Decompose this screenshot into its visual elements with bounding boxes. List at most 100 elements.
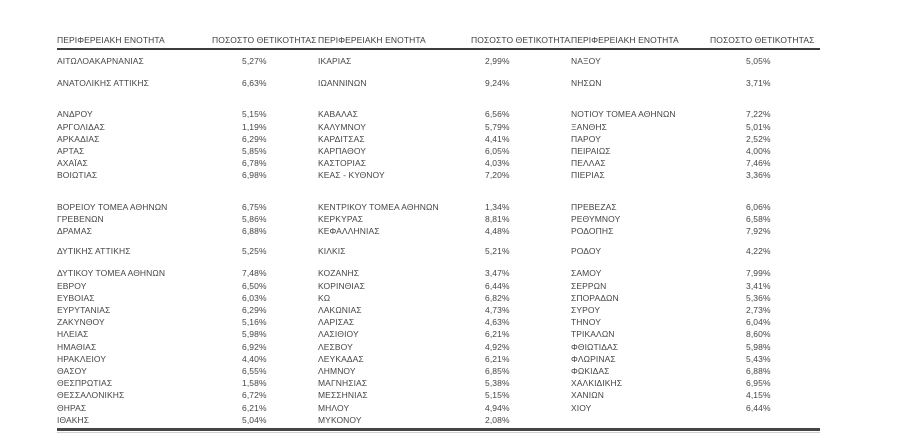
region-name-cell: ΚΕΦΑΛΛΗΝΙΑΣ	[318, 226, 380, 237]
positivity-value-cell: 5,43%	[746, 353, 771, 364]
region-name-cell: ΚΟΡΙΝΘΙΑΣ	[318, 280, 365, 291]
positivity-value-cell: 7,46%	[746, 158, 771, 169]
table-row: ΙΘΑΚΗΣ 5,04% ΜΥΚΟΝΟΥ 2,08%	[57, 414, 820, 426]
positivity-value-cell: 5,79%	[485, 121, 510, 132]
region-name-cell: ΑΝΑΤΟΛΙΚΗΣ ΑΤΤΙΚΗΣ	[57, 78, 149, 89]
positivity-value-cell: 6,92%	[242, 341, 267, 352]
positivity-value-cell: 6,03%	[242, 292, 267, 303]
positivity-value-cell: 4,92%	[485, 341, 510, 352]
positivity-value-cell: 5,98%	[242, 329, 267, 340]
region-name-cell: ΔΥΤΙΚΗΣ ΑΤΤΙΚΗΣ	[57, 246, 131, 257]
region-name-cell: ΤΡΙΚΑΛΩΝ	[571, 329, 615, 340]
region-name-cell: ΜΑΓΝΗΣΙΑΣ	[318, 378, 368, 389]
table-row: ΕΥΒΟΙΑΣ 6,03% ΚΩ 6,82% ΣΠΟΡΑΔΩΝ 5,36%	[57, 292, 820, 304]
table-row: ΔΥΤΙΚΟΥ ΤΟΜΕΑ ΑΘΗΝΩΝ 7,48% ΚΟΖΑΝΗΣ 3,47% ΣΑΜ…	[57, 267, 820, 279]
positivity-value-cell: 6,05%	[485, 146, 510, 157]
region-name-cell: ΓΡΕΒΕΝΩΝ	[57, 213, 104, 224]
positivity-value-cell: 4,00%	[746, 146, 771, 157]
positivity-value-cell: 7,22%	[746, 109, 771, 120]
positivity-value-cell: 4,41%	[485, 133, 510, 144]
table-row: ΕΥΡΥΤΑΝΙΑΣ 6,29% ΛΑΚΩΝΙΑΣ 4,73% ΣΥΡΟΥ 2,73%	[57, 304, 820, 316]
table-header-row: ΠΕΡΙΦΕΡΕΙΑΚΗ ΕΝΟΤΗΤΑ ΠΟΣΟΣΤΟ ΘΕΤΙΚΟΤΗΤΑΣ…	[57, 30, 820, 50]
positivity-value-cell: 6,88%	[242, 226, 267, 237]
region-name-cell: ΡΟΔΟΥ	[571, 246, 602, 257]
region-name-cell: ΣΠΟΡΑΔΩΝ	[571, 292, 619, 303]
region-name-cell: ΘΑΣΟΥ	[57, 366, 87, 377]
spacer-row	[57, 67, 820, 77]
region-name-cell: ΛΗΜΝΟΥ	[318, 366, 356, 377]
table-row: ΒΟΙΩΤΙΑΣ 6,98% ΚΕΑΣ - ΚΥΘΝΟΥ 7,20% ΠΙΕΡΙΑΣ 3,…	[57, 169, 820, 181]
positivity-column-header: ΠΟΣΟΣΤΟ ΘΕΤΙΚΟΤΗΤΑΣ	[471, 30, 571, 50]
spacer-row	[57, 89, 820, 108]
positivity-value-cell: 6,85%	[485, 366, 510, 377]
region-name-cell: ΕΥΒΟΙΑΣ	[57, 292, 95, 303]
region-name-cell: ΒΟΡΕΙΟΥ ΤΟΜΕΑ ΑΘΗΝΩΝ	[57, 201, 168, 212]
region-name-cell	[571, 414, 710, 426]
positivity-value-cell: 5,16%	[242, 317, 267, 328]
positivity-value-cell: 6,44%	[746, 402, 771, 413]
positivity-value-cell: 6,72%	[242, 390, 267, 401]
positivity-value-cell: 5,21%	[485, 246, 510, 257]
region-name-cell: ΛΑΚΩΝΙΑΣ	[318, 305, 362, 316]
positivity-column-header: ΠΟΣΟΣΤΟ ΘΕΤΙΚΟΤΗΤΑΣ	[212, 30, 318, 50]
positivity-value-cell: 6,04%	[746, 317, 771, 328]
spacer-row	[57, 182, 820, 201]
region-name-cell: ΛΑΡΙΣΑΣ	[318, 317, 355, 328]
region-name-cell: ΚΑΡΔΙΤΣΑΣ	[318, 133, 365, 144]
region-name-cell: ΕΒΡΟΥ	[57, 280, 87, 291]
positivity-value-cell: 9,24%	[485, 78, 510, 89]
region-name-cell: ΚΑΒΑΛΑΣ	[318, 109, 358, 120]
region-name-cell: ΙΘΑΚΗΣ	[57, 414, 90, 425]
table-row: ΗΜΑΘΙΑΣ 6,92% ΛΕΣΒΟΥ 4,92% ΦΘΙΩΤΙΔΑΣ 5,98%	[57, 341, 820, 353]
positivity-value-cell: 3,71%	[746, 78, 771, 89]
table-row: ΔΡΑΜΑΣ 6,88% ΚΕΦΑΛΛΗΝΙΑΣ 4,48% ΡΟΔΟΠΗΣ 7,92%	[57, 225, 820, 237]
positivity-value-cell: 6,82%	[485, 292, 510, 303]
positivity-column-header: ΠΟΣΟΣΤΟ ΘΕΤΙΚΟΤΗΤΑΣ	[710, 30, 820, 50]
table-row: ΒΟΡΕΙΟΥ ΤΟΜΕΑ ΑΘΗΝΩΝ 6,75% ΚΕΝΤΡΙΚΟΥ ΤΟΜΕΑ…	[57, 201, 820, 213]
region-name-cell: ΙΚΑΡΙΑΣ	[318, 56, 352, 66]
positivity-value-cell: 1,19%	[242, 121, 267, 132]
positivity-value-cell: 6,95%	[746, 378, 771, 389]
table-row: ΑΧΑΪΑΣ 6,78% ΚΑΣΤΟΡΙΑΣ 4,03% ΠΕΛΛΑΣ 7,46%	[57, 157, 820, 169]
region-name-cell: ΘΗΡΑΣ	[57, 402, 87, 413]
region-name-cell: ΤΗΝΟΥ	[571, 317, 601, 328]
table-row: ΘΗΡΑΣ 6,21% ΜΗΛΟΥ 4,94% ΧΙΟΥ 6,44%	[57, 402, 820, 414]
region-name-cell: ΡΟΔΟΠΗΣ	[571, 226, 614, 237]
positivity-value-cell: 3,36%	[746, 170, 771, 181]
positivity-value-cell: 6,98%	[242, 170, 267, 181]
positivity-value-cell: 5,04%	[242, 414, 267, 425]
region-name-cell: ΚΕΡΚΥΡΑΣ	[318, 213, 364, 224]
region-name-cell: ΠΑΡΟΥ	[571, 133, 601, 144]
region-name-cell: ΑΧΑΪΑΣ	[57, 158, 88, 169]
positivity-value-cell: 3,41%	[746, 280, 771, 291]
positivity-value-cell: 5,27%	[242, 56, 267, 66]
region-column-header: ΠΕΡΙΦΕΡΕΙΑΚΗ ΕΝΟΤΗΤΑ	[57, 30, 212, 50]
positivity-value-cell: 8,81%	[485, 213, 510, 224]
region-name-cell: ΜΗΛΟΥ	[318, 402, 350, 413]
region-column-header: ΠΕΡΙΦΕΡΕΙΑΚΗ ΕΝΟΤΗΤΑ	[318, 30, 471, 50]
positivity-value-cell: 7,92%	[746, 226, 771, 237]
region-name-cell: ΑΡΤΑΣ	[57, 146, 85, 157]
table-row: ΘΕΣΣΑΛΟΝΙΚΗΣ 6,72% ΜΕΣΣΗΝΙΑΣ 5,15% ΧΑΝΙΩΝ 4,1…	[57, 389, 820, 401]
region-name-cell: ΚΩ	[318, 292, 331, 303]
table-row: ΑΙΤΩΛΟΑΚΑΡΝΑΝΙΑΣ 5,27% ΙΚΑΡΙΑΣ 2,99% ΝΑΞΟΥ 5,…	[57, 55, 820, 67]
positivity-value-cell: 5,85%	[242, 146, 267, 157]
region-name-cell: ΛΕΥΚΑΔΑΣ	[318, 353, 364, 364]
region-name-cell: ΝΗΣΩΝ	[571, 78, 602, 89]
region-name-cell: ΗΡΑΚΛΕΙΟΥ	[57, 353, 107, 364]
region-name-cell: ΧΑΛΚΙΔΙΚΗΣ	[571, 378, 623, 389]
positivity-value-cell: 2,52%	[746, 133, 771, 144]
positivity-value-cell: 5,05%	[746, 56, 771, 66]
region-name-cell: ΧΑΝΙΩΝ	[571, 390, 604, 401]
positivity-value-cell: 4,73%	[485, 305, 510, 316]
region-name-cell: ΦΩΚΙΔΑΣ	[571, 366, 610, 377]
region-name-cell: ΣΥΡΟΥ	[571, 305, 601, 316]
region-column-header: ΠΕΡΙΦΕΡΕΙΑΚΗ ΕΝΟΤΗΤΑ	[571, 30, 710, 50]
positivity-value-cell: 6,21%	[485, 329, 510, 340]
region-name-cell: ΚΑΛΥΜΝΟΥ	[318, 121, 367, 132]
positivity-value-cell: 5,01%	[746, 121, 771, 132]
positivity-value-cell: 5,15%	[485, 390, 510, 401]
positivity-value-cell: 2,08%	[485, 414, 510, 425]
positivity-value-cell: 6,55%	[242, 366, 267, 377]
table-row: ΑΡΓΟΛΙΔΑΣ 1,19% ΚΑΛΥΜΝΟΥ 5,79% ΞΑΝΘΗΣ 5,01%	[57, 121, 820, 133]
